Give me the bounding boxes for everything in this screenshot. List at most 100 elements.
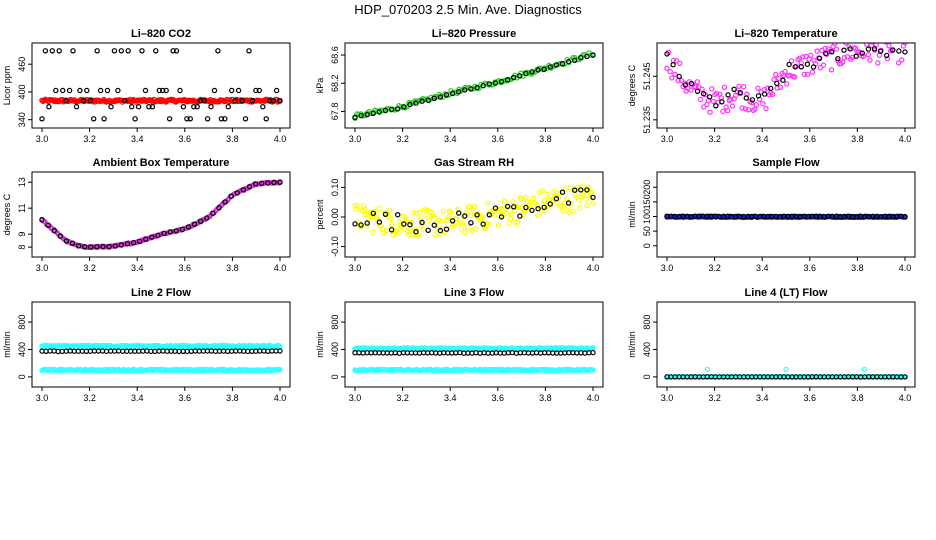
data-point <box>786 61 792 68</box>
y-tick-label: 50 <box>642 226 652 236</box>
data-point <box>881 35 885 39</box>
data-point <box>443 226 450 232</box>
data-point <box>210 210 216 217</box>
data-point <box>568 200 575 207</box>
data-point <box>865 46 872 52</box>
data-point <box>709 86 715 92</box>
data-point <box>853 53 859 59</box>
y-tick-label: 100 <box>642 209 652 224</box>
data-point <box>800 54 806 60</box>
x-tick-label: 3.0 <box>661 393 674 403</box>
data-point <box>94 48 100 54</box>
data-point <box>841 47 847 53</box>
data-point <box>260 103 266 110</box>
x-tick-label: 3.2 <box>83 263 96 273</box>
data-point <box>784 81 790 87</box>
panel-ambient: Ambient Box Temperature degrees C 3.0 3.2 3.… <box>2 157 291 273</box>
x-tick-label: 3.8 <box>226 263 239 273</box>
data-point <box>407 101 413 108</box>
x-tick-label: 3.4 <box>131 263 144 273</box>
x-tick-label: 3.8 <box>851 263 864 273</box>
data-point <box>263 116 269 122</box>
data-point <box>352 114 358 121</box>
data-point <box>387 207 393 213</box>
y-tick-label: 0.00 <box>330 208 340 226</box>
data-point <box>104 87 111 94</box>
data-layer <box>352 50 596 122</box>
data-point <box>364 222 370 229</box>
data-point <box>81 243 88 250</box>
data-point <box>197 97 204 104</box>
data-point <box>139 48 145 54</box>
data-point <box>87 97 94 104</box>
data-point <box>185 224 192 230</box>
data-point <box>847 46 853 52</box>
x-tick-label: 3.6 <box>179 263 192 273</box>
y-axis-label: degrees C <box>627 64 637 106</box>
data-point <box>578 187 584 193</box>
data-point <box>792 74 798 80</box>
data-point <box>115 87 121 94</box>
data-point <box>553 62 560 68</box>
data-point <box>445 214 451 220</box>
data-point <box>589 189 595 195</box>
data-point <box>383 228 389 234</box>
data-point <box>743 95 750 101</box>
data-point <box>817 64 824 71</box>
x-tick-label: 3.6 <box>179 393 192 403</box>
data-point <box>471 203 478 210</box>
data-point <box>253 87 259 94</box>
plot-frame <box>656 171 916 258</box>
data-point <box>704 366 711 373</box>
data-point <box>511 74 517 81</box>
data-point <box>49 48 56 54</box>
plot-frame <box>656 301 916 388</box>
data-point <box>177 87 183 94</box>
data-point <box>699 86 705 93</box>
x-tick-label: 3.0 <box>349 393 362 403</box>
data-point <box>45 222 51 228</box>
data-point <box>511 204 517 210</box>
y-tick-label: 0 <box>642 243 652 248</box>
data-point <box>437 227 444 234</box>
data-point <box>742 106 749 112</box>
data-point <box>669 75 675 81</box>
data-point <box>204 116 211 122</box>
data-point <box>388 106 395 113</box>
data-point <box>482 225 489 232</box>
data-point <box>39 216 45 223</box>
data-point <box>155 232 161 239</box>
data-point <box>443 92 450 98</box>
panel-title: Ambient Box Temperature <box>93 157 230 169</box>
data-point <box>753 102 760 108</box>
data-point <box>523 204 529 211</box>
data-point <box>713 90 720 97</box>
data-point <box>550 189 557 196</box>
data-point <box>234 190 240 196</box>
data-point <box>438 218 444 224</box>
x-tick-label: 3.4 <box>444 134 457 144</box>
data-point <box>694 79 701 85</box>
data-point <box>729 103 736 109</box>
data-point <box>106 243 112 250</box>
data-point <box>504 203 511 210</box>
x-tick-label: 3.4 <box>131 134 144 144</box>
data-point <box>167 229 173 235</box>
data-layer <box>352 345 596 374</box>
data-point <box>804 61 811 67</box>
x-tick-label: 4.0 <box>274 393 287 403</box>
data-point <box>682 82 689 88</box>
data-point <box>678 77 685 84</box>
data-layer <box>39 48 283 122</box>
data-point <box>228 193 234 199</box>
data-point <box>242 116 249 122</box>
data-point <box>413 228 419 235</box>
panel-title: Line 2 Flow <box>131 287 191 299</box>
data-point <box>419 219 425 226</box>
data-point <box>492 205 499 211</box>
data-point <box>541 197 547 204</box>
data-point <box>867 57 873 63</box>
data-point <box>590 52 596 58</box>
data-point <box>63 97 69 104</box>
x-tick-label: 3.0 <box>349 263 362 273</box>
